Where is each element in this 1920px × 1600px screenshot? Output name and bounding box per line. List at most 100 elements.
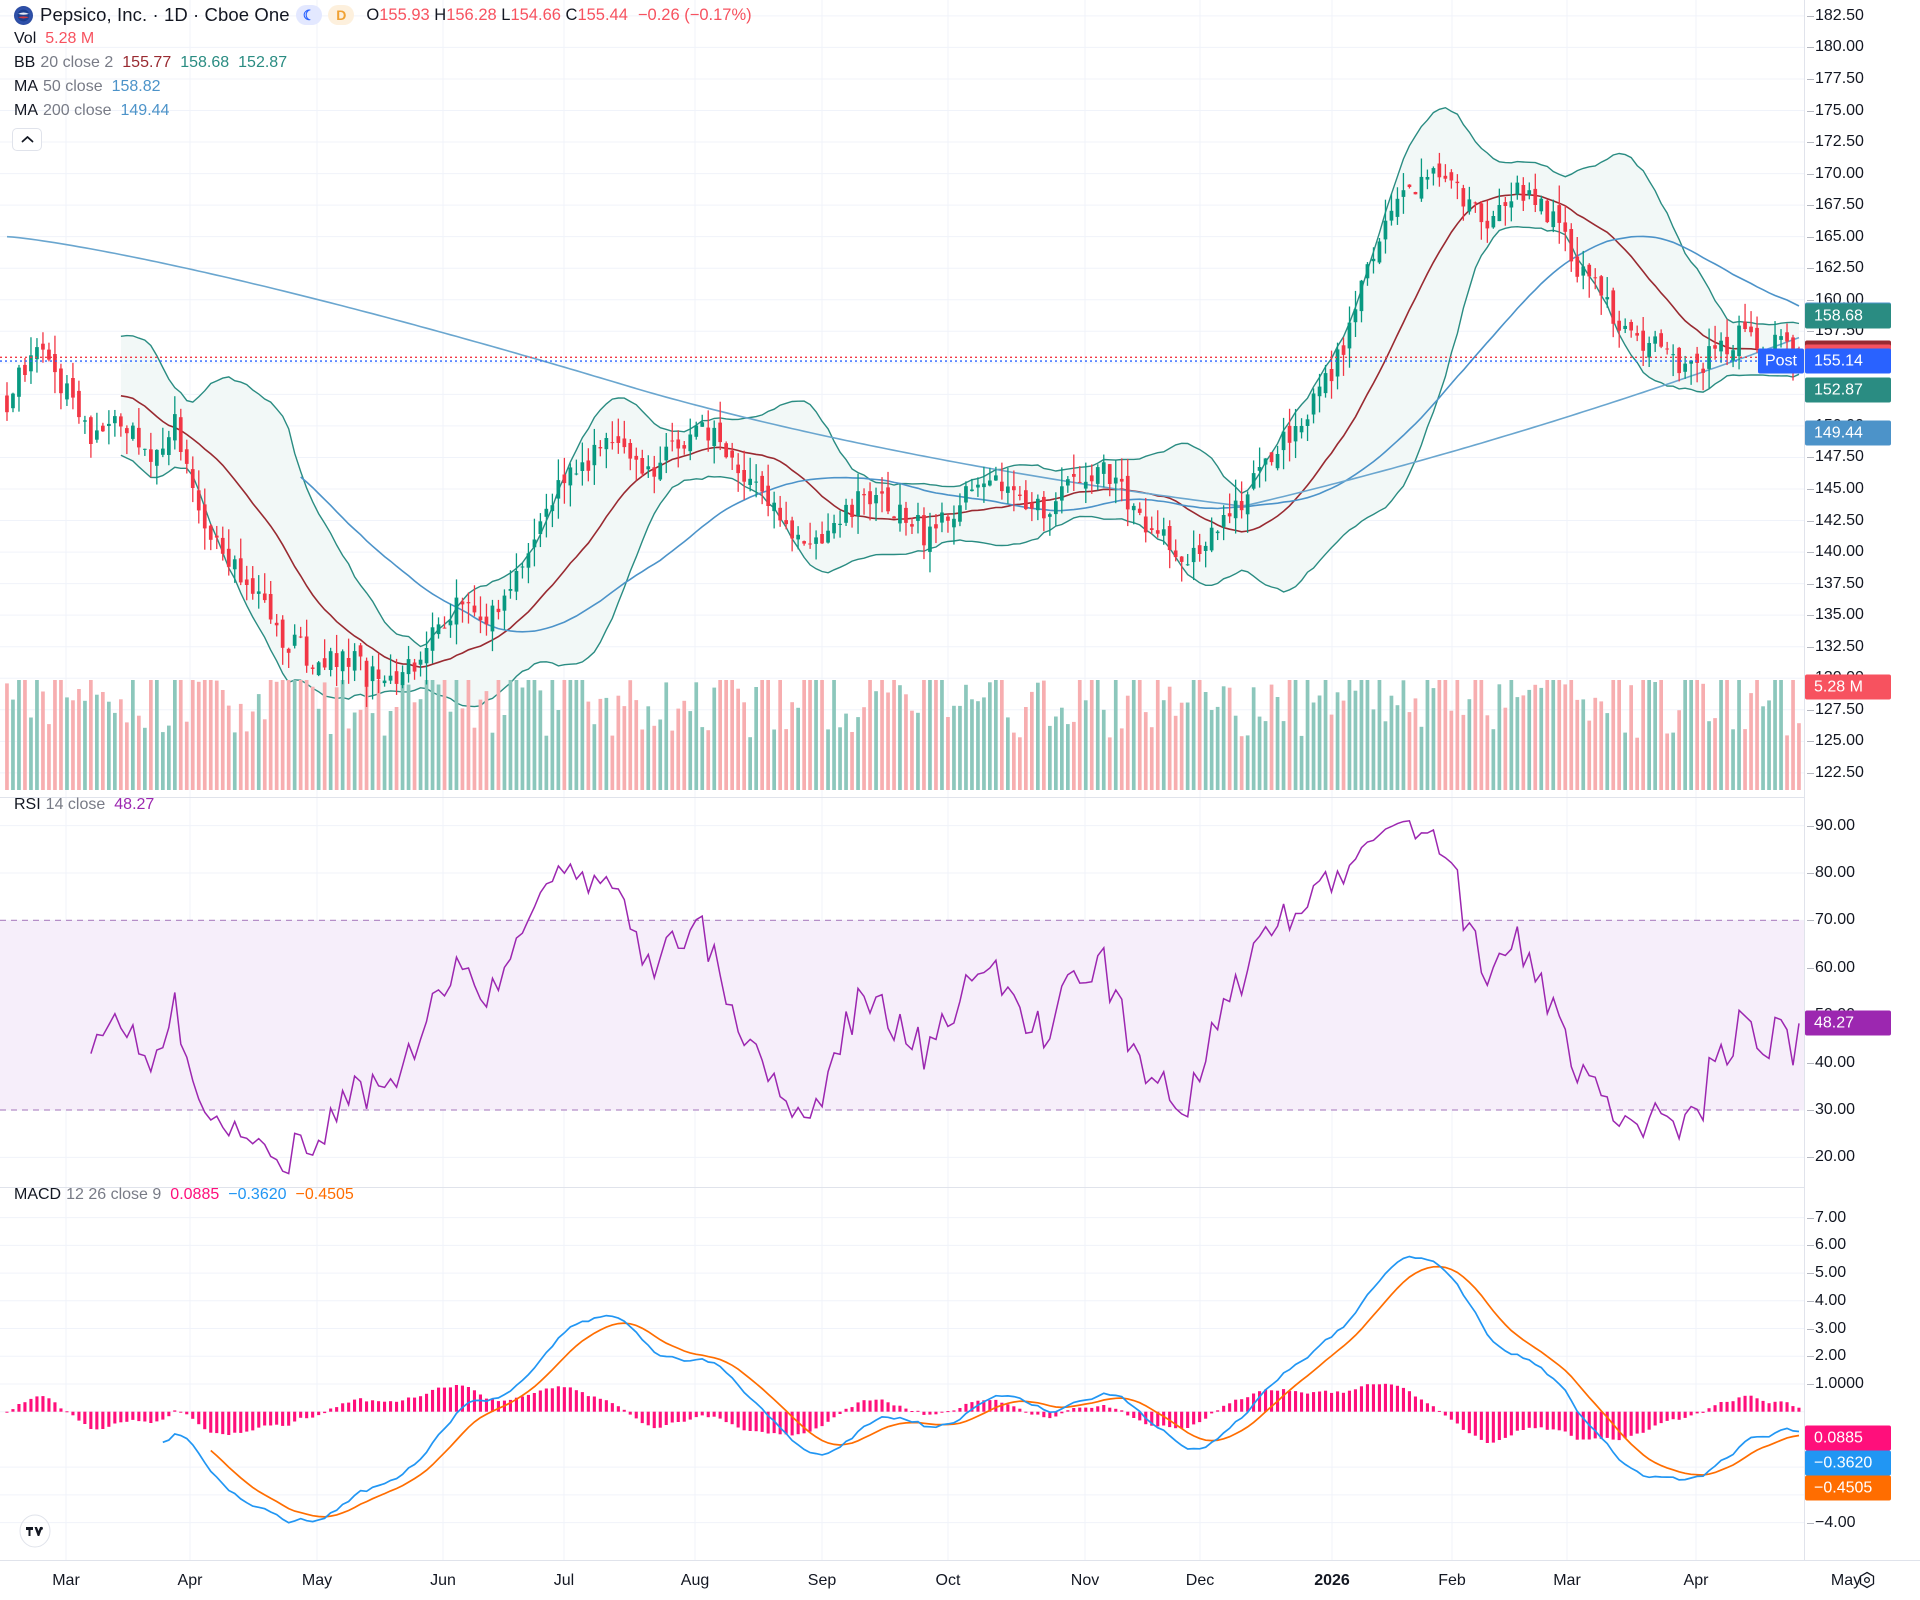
tick-mark <box>1807 1300 1814 1302</box>
low-label: L <box>501 5 511 24</box>
macd-line-value: −0.3620 <box>228 1186 287 1203</box>
time-axis-label: Mar <box>1553 1572 1581 1589</box>
macd-tag-0[interactable]: 0.0885 <box>1805 1425 1891 1451</box>
macd-args: 12 26 close 9 <box>66 1186 162 1203</box>
change-value: −0.26 (−0.17%) <box>637 5 752 24</box>
price-tick: 177.50 <box>1807 70 1864 88</box>
rsi-args: 14 close <box>45 796 106 813</box>
macd-tick: −4.00 <box>1807 1514 1855 1532</box>
tick-mark <box>1807 268 1814 270</box>
price-tag-6[interactable]: 149.44 <box>1805 420 1891 446</box>
tick-mark <box>1807 488 1814 490</box>
price-tick: 170.00 <box>1807 165 1864 183</box>
macd-tag-2[interactable]: −0.4505 <box>1805 1475 1891 1501</box>
tick-mark <box>1807 1522 1814 1524</box>
time-axis-label: Oct <box>935 1572 961 1589</box>
legend-ma200[interactable]: MA 200 close 149.44 <box>14 99 752 123</box>
macd-tag-1[interactable]: −0.3620 <box>1805 1450 1891 1476</box>
tick-mark <box>1807 15 1814 17</box>
indicator-name: Vol <box>14 30 37 47</box>
price-tick: 147.50 <box>1807 448 1864 466</box>
time-axis-label: May <box>1830 1572 1862 1589</box>
bb-upper-value: 158.68 <box>180 54 230 71</box>
tick-mark <box>1807 583 1814 585</box>
tick-mark <box>1807 1245 1814 1247</box>
price-tick: 132.50 <box>1807 638 1864 656</box>
rsi-tick: 70.00 <box>1807 911 1855 929</box>
legend-bollinger[interactable]: BB 20 close 2 155.77 158.68 152.87 <box>14 51 752 75</box>
tick-mark <box>1807 741 1814 743</box>
indicator-name: MA <box>14 78 38 95</box>
macd-name: MACD <box>14 1186 62 1203</box>
tick-mark <box>1807 457 1814 459</box>
tick-mark <box>1807 646 1814 648</box>
symbol-row[interactable]: Pepsico, Inc. · 1D · Cboe One ☾ D O155.9… <box>14 3 752 27</box>
rsi-tick: 20.00 <box>1807 1148 1855 1166</box>
rsi-tick: 30.00 <box>1807 1101 1855 1119</box>
price-tag-5[interactable]: 152.87 <box>1805 377 1891 403</box>
price-tick: 162.50 <box>1807 259 1864 277</box>
tradingview-logo[interactable] <box>18 1514 52 1548</box>
tick-mark <box>1807 1273 1814 1275</box>
ohlc-values: O155.93 H156.28 L154.66 C155.44 <box>366 6 628 25</box>
time-axis-label: Apr <box>1683 1572 1709 1589</box>
rsi-tick: 60.00 <box>1807 959 1855 977</box>
macd-signal-value: −0.4505 <box>295 1186 354 1203</box>
tick-mark <box>1807 709 1814 711</box>
tick-mark <box>1807 872 1814 874</box>
chart-settings-icon[interactable] <box>1856 1570 1878 1592</box>
time-axis-label: Apr <box>177 1572 203 1589</box>
high-value: 156.28 <box>446 5 497 24</box>
tick-mark <box>1807 772 1814 774</box>
rsi-tick: 40.00 <box>1807 1054 1855 1072</box>
bb-lower-value: 152.87 <box>238 54 288 71</box>
price-axis[interactable]: 182.50 180.00 177.50 175.00 172.50 170.00 167.… <box>1804 0 1920 1600</box>
price-tick: 140.00 <box>1807 543 1864 561</box>
time-axis-label: Feb <box>1438 1572 1466 1589</box>
macd-legend[interactable]: MACD 12 26 close 9 0.0885 −0.3620 −0.450… <box>14 1183 354 1207</box>
adjustment-badge[interactable]: D <box>328 5 355 25</box>
price-tick: 142.50 <box>1807 512 1864 530</box>
macd-tick: 4.00 <box>1807 1292 1846 1310</box>
price-tick: 127.50 <box>1807 701 1864 719</box>
tick-mark <box>1807 47 1814 49</box>
tick-mark <box>1807 615 1814 617</box>
tick-mark <box>1807 299 1814 301</box>
post-market-badge[interactable]: Post <box>1757 348 1804 374</box>
volume-price-tag[interactable]: 5.28 M <box>1805 674 1891 700</box>
price-tick: 182.50 <box>1807 7 1864 25</box>
legend-ma50[interactable]: MA 50 close 158.82 <box>14 75 752 99</box>
tick-mark <box>1807 173 1814 175</box>
tick-mark <box>1807 331 1814 333</box>
page-title: Pepsico, Inc. · 1D · Cboe One <box>40 4 290 25</box>
macd-tick: 3.00 <box>1807 1320 1846 1338</box>
extended-hours-icon[interactable]: ☾ <box>295 5 323 25</box>
time-axis-label: Nov <box>1070 1572 1100 1589</box>
price-tag-1[interactable]: 158.68 <box>1805 303 1891 329</box>
rsi-name: RSI <box>14 796 41 813</box>
price-tag-4[interactable]: 155.14 <box>1805 348 1891 374</box>
tick-mark <box>1807 78 1814 80</box>
rsi-value: 48.27 <box>114 796 155 813</box>
tick-mark <box>1807 1110 1814 1111</box>
price-tick: 145.00 <box>1807 480 1864 498</box>
tick-mark <box>1807 142 1814 144</box>
tick-mark <box>1807 1328 1814 1330</box>
price-tick: 135.00 <box>1807 606 1864 624</box>
pane-separator[interactable] <box>0 1187 1804 1188</box>
rsi-legend[interactable]: RSI 14 close 48.27 <box>14 793 154 817</box>
legend-volume[interactable]: Vol 5.28 M <box>14 27 752 51</box>
rsi-tick: 80.00 <box>1807 864 1855 882</box>
price-tick: 175.00 <box>1807 102 1864 120</box>
collapse-legend-button[interactable] <box>12 128 42 151</box>
indicator-args: 50 close <box>43 78 103 95</box>
pane-separator[interactable] <box>0 797 1804 798</box>
close-label: C <box>565 5 578 24</box>
time-axis-label: May <box>301 1572 333 1589</box>
tick-mark <box>1807 520 1814 522</box>
time-axis[interactable]: Mar Apr May Jun Jul Aug Sep Oct Nov Dec 2026 Feb Mar… <box>0 1560 1920 1600</box>
rsi-price-tag[interactable]: 48.27 <box>1805 1010 1891 1036</box>
open-label: O <box>366 5 380 24</box>
tick-mark <box>1807 110 1814 112</box>
